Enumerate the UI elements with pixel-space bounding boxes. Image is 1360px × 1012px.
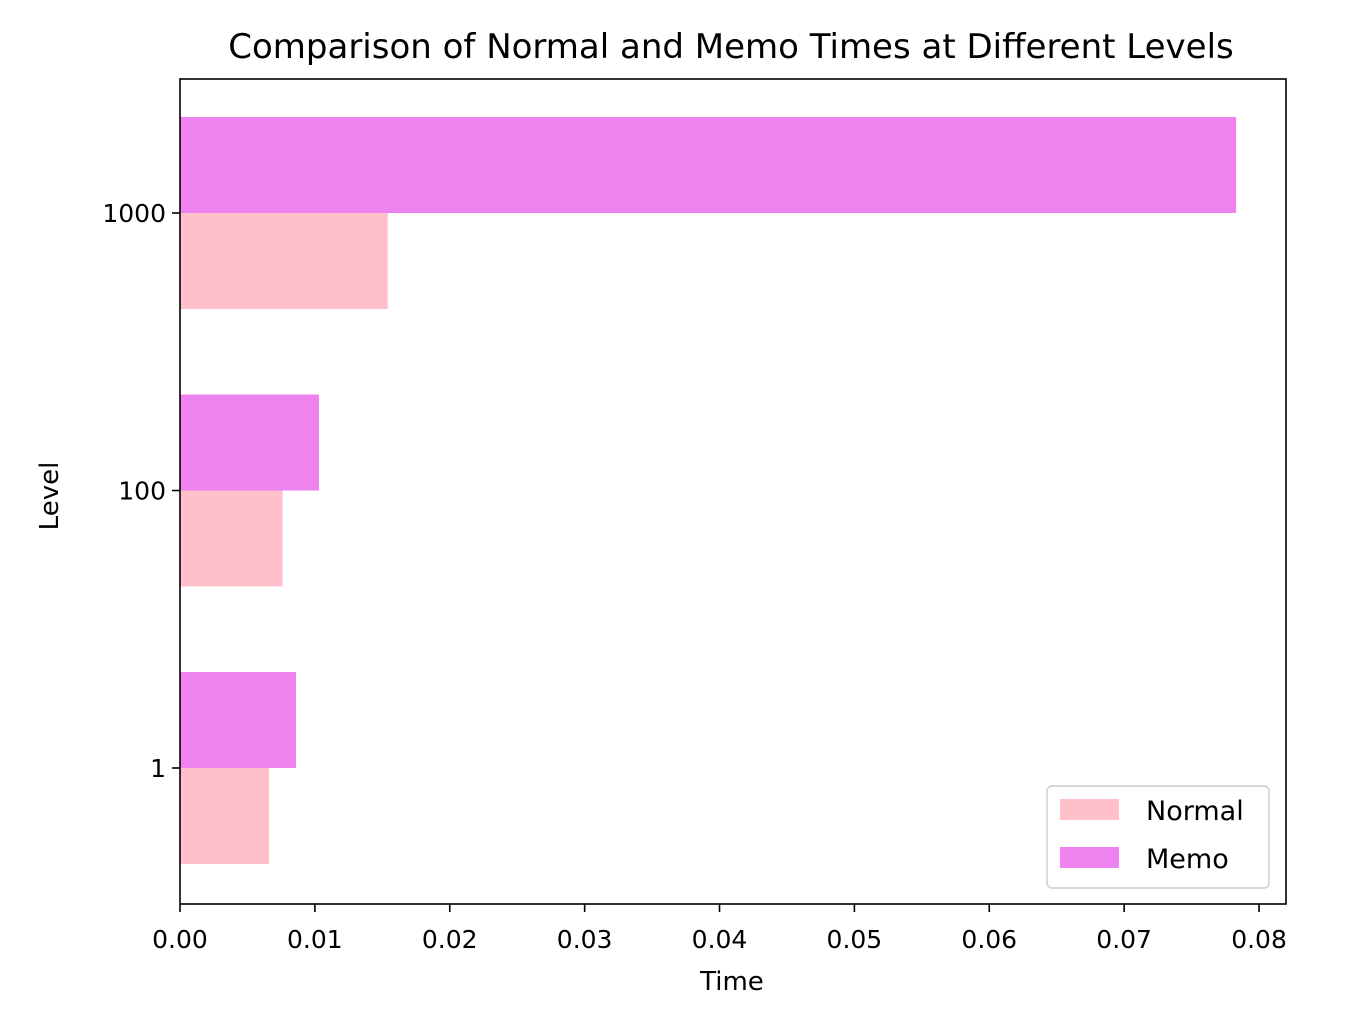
legend: Normal Memo: [1046, 785, 1270, 889]
y-tick-label-1: 1: [150, 754, 166, 783]
x-axis-label: Time: [699, 967, 764, 997]
x-tick-label-6: 0.06: [961, 925, 1017, 954]
y-axis-label: Level: [35, 462, 65, 531]
legend-label-memo: Memo: [1146, 844, 1229, 875]
bar-memo-100: [180, 394, 319, 491]
x-tick-label-4: 0.04: [692, 925, 748, 954]
x-tick-label-2: 0.02: [422, 925, 478, 954]
chart-title: Comparison of Normal and Memo Times at D…: [228, 27, 1234, 67]
bars-layer: [180, 117, 1237, 864]
x-tick-label-3: 0.03: [557, 925, 613, 954]
bar-normal-100: [180, 490, 283, 587]
x-tick-label-8: 0.08: [1231, 925, 1287, 954]
bar-memo-1000: [180, 117, 1237, 213]
legend-label-normal: Normal: [1146, 796, 1244, 827]
legend-swatch-memo: [1060, 847, 1119, 868]
x-tick-label-0: 0.00: [152, 925, 208, 954]
plot-frame: [179, 78, 1287, 905]
y-tick-label-100: 100: [118, 477, 166, 506]
y-tick-label-1000: 1000: [102, 199, 166, 228]
bar-normal-1: [180, 768, 270, 864]
x-tick-label-5: 0.05: [827, 925, 883, 954]
bar-memo-1: [180, 672, 296, 768]
legend-swatch-normal: [1060, 799, 1119, 820]
x-tick-label-7: 0.07: [1096, 925, 1152, 954]
x-tick-label-1: 0.01: [287, 925, 343, 954]
ticks-layer: 1 100 1000 0.00 0.01 0.02 0.03 0.04 0.05 0.06 0.07…: [102, 199, 1286, 954]
bar-normal-1000: [180, 213, 388, 309]
